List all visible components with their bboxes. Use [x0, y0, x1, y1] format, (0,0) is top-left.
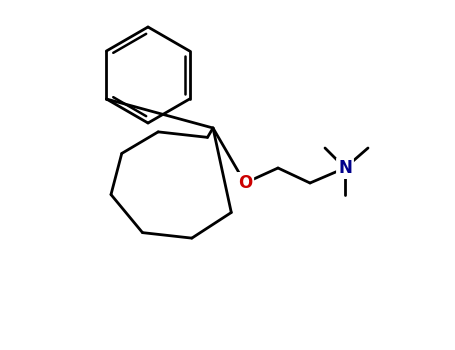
Text: O: O	[238, 174, 252, 192]
Text: N: N	[338, 159, 352, 177]
